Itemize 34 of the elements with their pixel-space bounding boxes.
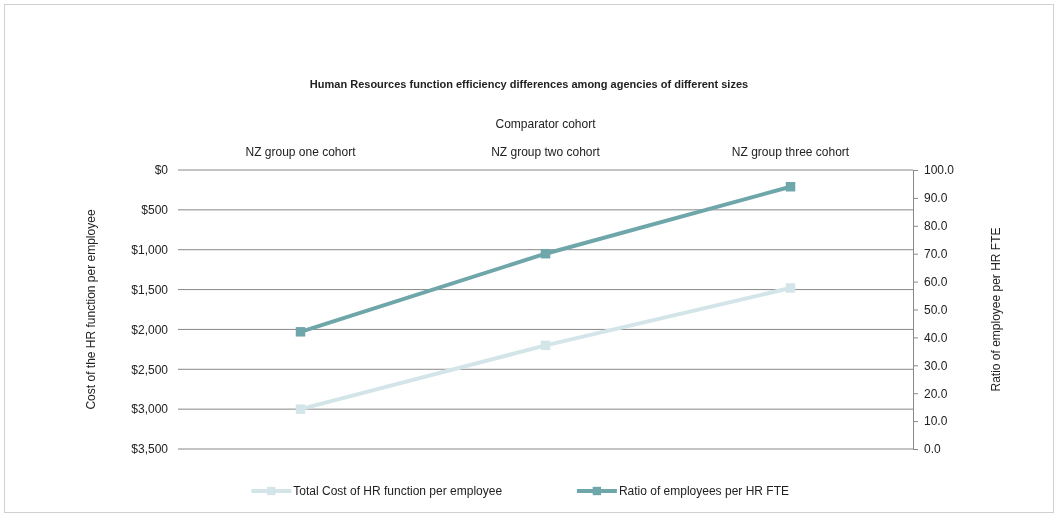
chart-title: Human Resources function efficiency differences among agencies of different sizes — [309, 78, 749, 90]
y-axis-title: Cost of the HR function per employee — [84, 209, 98, 410]
y2-tick-label: 60.0 — [924, 274, 948, 289]
point — [540, 248, 551, 259]
legend-label: Ratio of employees per HR FTE — [618, 484, 789, 498]
point — [785, 182, 796, 192]
y2-tick-label: 90.0 — [924, 191, 948, 206]
y2-tick-label: 20.0 — [924, 386, 948, 401]
y2-tick-label: 80.0 — [924, 219, 948, 234]
y-tick-label: $2,500 — [131, 362, 169, 377]
y2-axis-title: Ratio of employee per HR FTE — [989, 227, 1003, 392]
y-tick-label: $2,000 — [131, 322, 169, 337]
point — [295, 404, 306, 414]
y-tick-label: $1,500 — [131, 282, 169, 297]
y2-tick-label: 50.0 — [924, 302, 948, 317]
y-tick-label: $500 — [141, 203, 169, 218]
x-tick-label: NZ group two cohort — [491, 145, 601, 159]
y2-tick-label: 40.0 — [924, 330, 948, 345]
y2-tick-label: 30.0 — [924, 358, 948, 373]
point — [295, 327, 306, 337]
point — [540, 340, 551, 351]
y2-tick-label: 10.0 — [924, 414, 948, 429]
legend-label: Total Cost of HR function per employee — [293, 484, 503, 498]
y-tick-label: $1,000 — [131, 243, 169, 258]
y-tick-label: $0 — [154, 163, 169, 178]
x-tick-label: NZ group one cohort — [245, 145, 357, 159]
y2-tick-label: 0.0 — [924, 442, 942, 457]
point — [785, 283, 796, 293]
y-tick-label: $3,000 — [131, 402, 169, 417]
x-tick-label: NZ group three cohort — [731, 145, 850, 159]
y-tick-label: $3,500 — [131, 442, 169, 457]
x-axis-title: Comparator cohort — [495, 117, 597, 131]
y2-tick-label: 70.0 — [924, 247, 948, 262]
y2-tick-label: 100.0 — [924, 163, 955, 178]
